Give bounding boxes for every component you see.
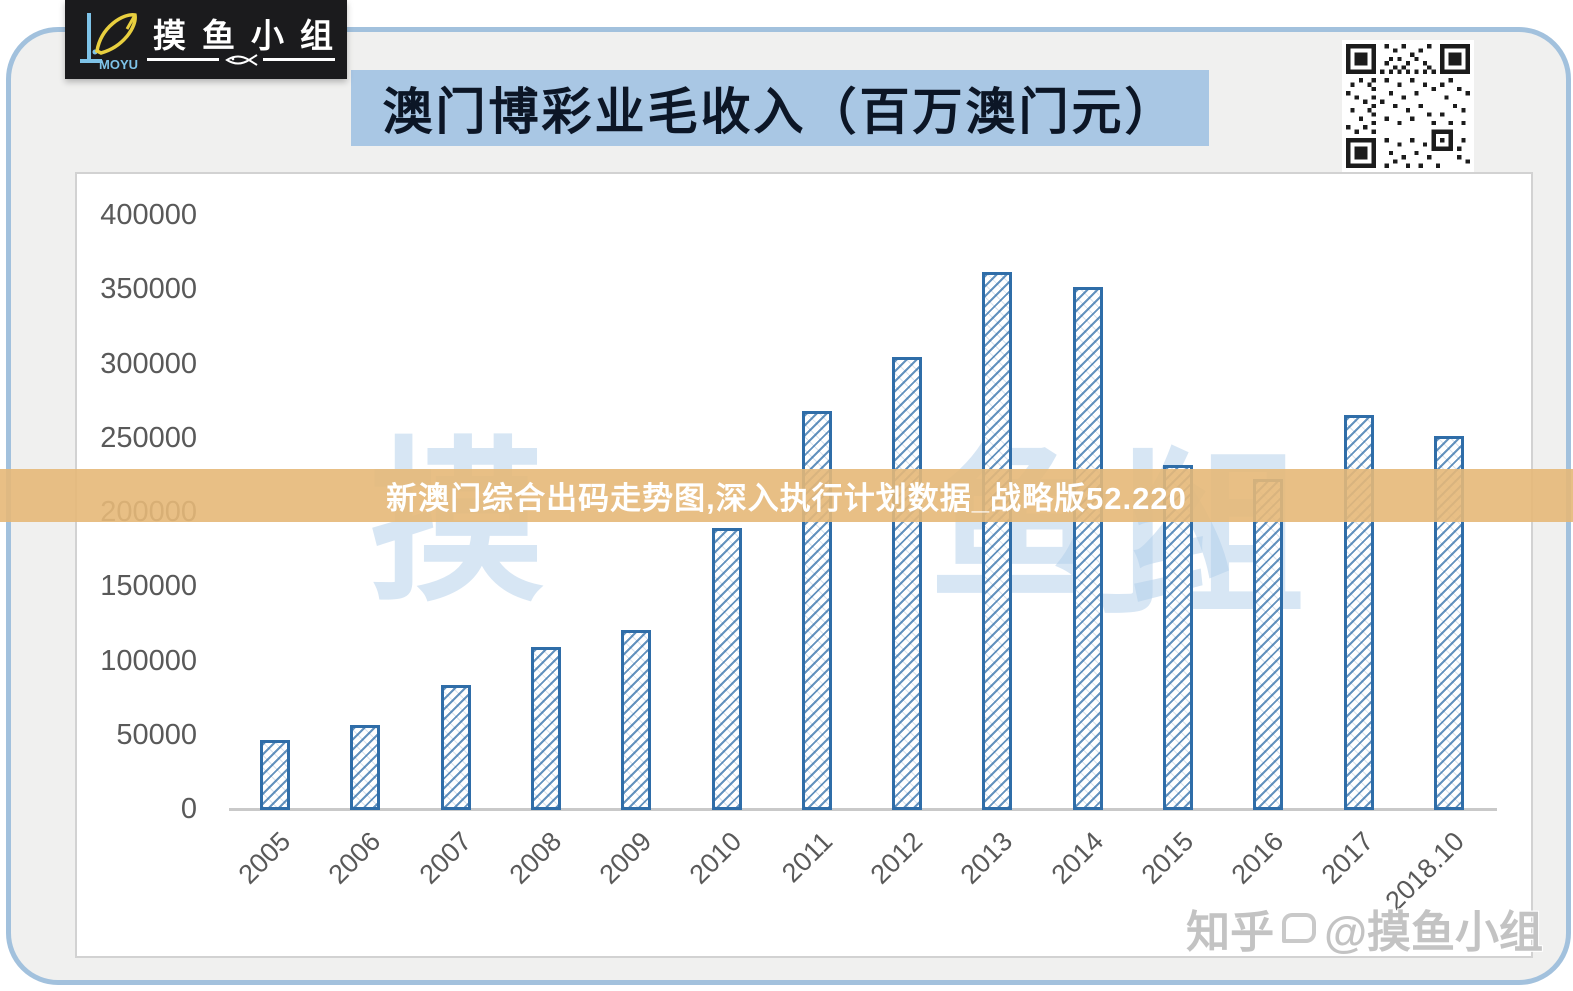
watermark-char: 摸 [369,426,546,622]
x-tick-label: 2005 [232,826,297,890]
bars [230,216,1494,810]
y-tick-label: 250000 [100,421,197,454]
bar-cell [1133,216,1223,810]
bar-2016 [1253,478,1284,810]
zhihu-site-label: 知乎 [1186,908,1275,957]
bar-cell [952,216,1042,810]
bar-2006 [350,724,381,810]
bar-cell [230,216,320,810]
x-label-cell: 2009 [591,820,681,950]
y-tick-label: 300000 [100,347,197,380]
logo-underline [147,51,335,68]
bar-cell [501,216,591,810]
fish-logo-icon: MOYU [80,12,138,72]
x-label-cell: 2005 [230,820,320,950]
bar-2013 [982,272,1013,810]
y-tick-label: 0 [180,793,197,825]
x-label-cell: 2006 [320,820,410,950]
bar-2007 [440,684,471,810]
x-label-cell: 2014 [1043,820,1133,950]
bar-2008 [530,646,561,810]
bar-2009 [621,630,652,810]
overlay-banner: 新澳门综合出码走势图,深入执行计划数据_战略版52.220 [0,469,1573,522]
x-axis-line [229,808,1497,811]
bar-cell [1223,216,1313,810]
y-tick-label: 100000 [100,644,197,677]
x-label-cell: 2007 [411,820,501,950]
speech-bubble-icon [1282,913,1317,943]
bar-2014 [1072,287,1103,810]
y-tick-label: 150000 [100,570,197,603]
x-tick-label: 2008 [503,826,568,890]
x-tick-label: 2017 [1316,826,1380,890]
x-tick-label: 2006 [322,826,387,890]
qr-code [1342,40,1474,172]
zhihu-watermark: 知乎 @摸鱼小组 [1186,896,1543,960]
bar-cell [591,216,681,810]
y-tick-label: 50000 [116,718,197,751]
bar-2005 [260,740,291,810]
bar-2015 [1162,465,1193,810]
x-tick-label: 2016 [1225,826,1290,890]
bar-cell [681,216,771,810]
small-fish-icon [219,51,263,68]
x-label-cell: 2011 [772,820,862,950]
x-tick-label: 2010 [684,826,748,890]
x-label-cell: 2012 [862,820,952,950]
x-tick-label: 2014 [1045,826,1109,890]
x-tick-label: 2007 [413,826,477,890]
x-tick-label: 2015 [1135,826,1200,890]
bar-cell [862,216,952,810]
logo-group-name: 摸鱼小组 [153,16,349,54]
x-label-cell: 2013 [952,820,1042,950]
bar-cell [1043,216,1133,810]
x-label-cell: 2008 [501,820,591,950]
chart-plot-area: 摸鱼小组 40000035000030000025000020000015000… [75,172,1533,958]
svg-text:MOYU: MOYU [99,57,138,72]
x-tick-label: 2013 [954,826,1019,890]
bar-2012 [892,357,923,810]
bar-2010 [711,527,742,810]
moyu-logo: MOYU 摸鱼小组 [65,0,347,79]
x-tick-label: 2011 [775,826,839,889]
zhihu-handle: @摸鱼小组 [1324,908,1543,957]
x-tick-label: 2009 [593,826,658,890]
page-title: 澳门博彩业毛收入（百万澳门元） [351,70,1209,146]
bar-cell [320,216,410,810]
x-tick-label: 2012 [864,826,929,890]
x-label-cell: 2010 [681,820,771,950]
y-tick-label: 400000 [100,199,197,231]
y-tick-label: 350000 [100,273,197,306]
bar-cell [411,216,501,810]
